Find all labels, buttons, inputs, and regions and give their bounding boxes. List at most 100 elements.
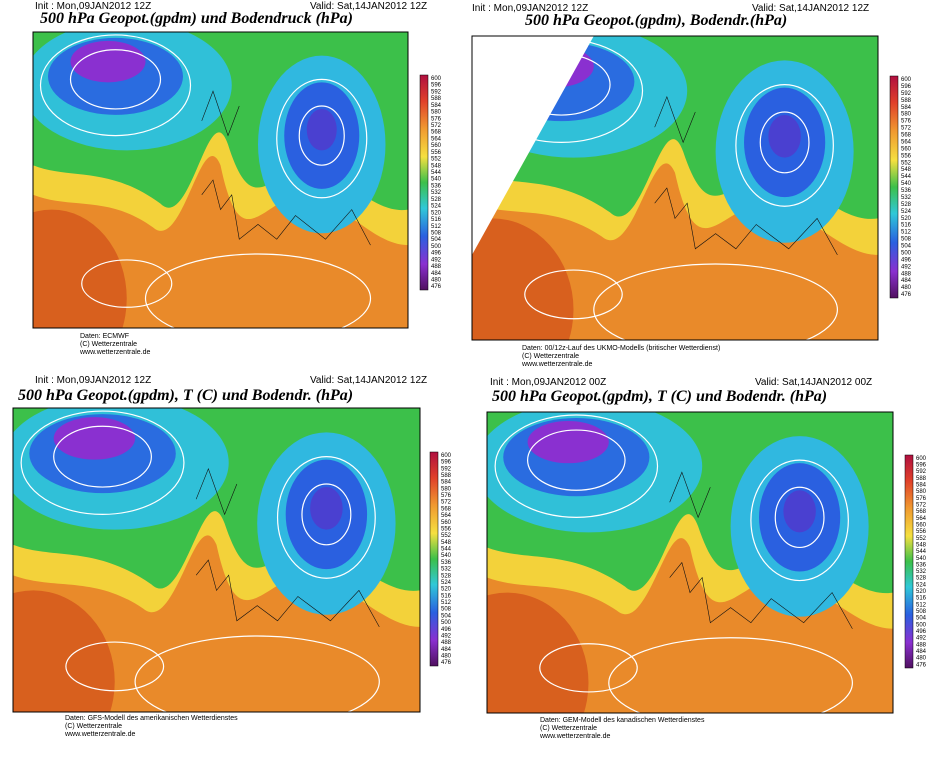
colorbar-label: 572 [901, 126, 912, 132]
isobar [278, 457, 376, 579]
isobar [775, 487, 824, 547]
colorbar-label: 516 [441, 593, 452, 599]
colorbar-label: 484 [441, 647, 452, 653]
map-area [472, 36, 878, 340]
colorbar-label: 524 [431, 204, 442, 210]
isobar [66, 642, 164, 691]
deep-low [306, 108, 337, 151]
map-title: 500 hPa Geopot.(gpdm), T (C) und Bodendr… [18, 387, 353, 404]
colorbar-label: 480 [916, 656, 927, 662]
colorbar-label: 512 [901, 230, 912, 236]
credit-line: Daten: 00/12z-Lauf des UKMO-Modells (bri… [522, 345, 720, 352]
colorbar-label: 596 [916, 463, 927, 469]
colorbar-label: 588 [441, 473, 452, 479]
colorbar-label: 488 [916, 642, 927, 648]
colorbar-label: 572 [916, 503, 927, 509]
colorbar-label: 592 [431, 89, 442, 95]
isobar [277, 79, 367, 197]
map-area [13, 408, 420, 712]
isobar [299, 106, 344, 165]
colorbar-label: 516 [901, 223, 912, 229]
colorbar-label: 592 [916, 469, 927, 475]
isobar [21, 411, 184, 514]
init-time: Init : Mon,09JAN2012 12Z [35, 375, 151, 386]
colorbar-label: 524 [916, 582, 927, 588]
map-title: 500 hPa Geopot.(gpdm), T (C) und Bodendr… [492, 388, 827, 405]
colorbar-label: 568 [916, 509, 927, 515]
colorbar-label: 540 [916, 556, 927, 562]
credit-line: Daten: GEM-Modell des kanadischen Wetter… [540, 717, 705, 724]
valid-time: Valid: Sat,14JAN2012 12Z [310, 1, 427, 12]
isobar [82, 260, 172, 307]
colorbar-label: 484 [431, 271, 442, 277]
colorbar-label: 548 [441, 540, 452, 546]
colorbar-label: 564 [441, 513, 452, 519]
coastline [670, 472, 853, 629]
colorbar-label: 496 [901, 257, 912, 263]
colorbar-label: 520 [441, 587, 452, 593]
hot-region [33, 209, 127, 328]
hot-region [487, 592, 589, 713]
colorbar-label: 480 [431, 278, 442, 284]
colorbar-label: 508 [441, 607, 452, 613]
colorbar-label: 588 [916, 476, 927, 482]
map-panel: Init : Mon,09JAN2012 00Z Valid: Sat,14JAN… [486, 377, 927, 740]
isobar [528, 430, 625, 490]
colorbar-label: 556 [916, 529, 927, 535]
colorbar-label: 536 [916, 562, 927, 568]
colorbar-label: 580 [901, 112, 912, 118]
colorbar-label: 556 [431, 150, 442, 156]
colorbar-label: 560 [901, 146, 912, 152]
isobar [41, 35, 191, 136]
isobar [751, 460, 848, 580]
valid-time: Valid: Sat,14JAN2012 00Z [755, 377, 872, 388]
colorbar-label: 576 [901, 119, 912, 125]
colorbar-label: 544 [441, 547, 452, 553]
colorbar-label: 532 [431, 190, 442, 196]
colorbar-label: 528 [441, 573, 452, 579]
map-frame [32, 31, 409, 329]
colorbar-label: 592 [901, 91, 912, 97]
colorbar-label: 532 [901, 195, 912, 201]
credit-line: Daten: ECMWF [80, 333, 129, 340]
isobar [540, 644, 637, 692]
colorbar-label: 552 [441, 533, 452, 539]
isobar [525, 270, 622, 319]
colorbar-label: 540 [441, 553, 452, 559]
hot-region [13, 590, 115, 712]
colorbar-label: 560 [916, 522, 927, 528]
colorbar-label: 504 [431, 237, 442, 243]
colorbar-label: 540 [901, 181, 912, 187]
colorbar-label: 488 [431, 264, 442, 270]
map-frame [12, 407, 421, 713]
colorbar-label: 552 [901, 160, 912, 166]
colorbar-label: 548 [431, 163, 442, 169]
purple-low [527, 421, 609, 464]
credit-line: (C) Wetterzentrale [80, 341, 137, 348]
colorbar-label: 492 [431, 257, 442, 263]
colorbar-label: 520 [431, 210, 442, 216]
map-area [487, 412, 893, 713]
colorbar-label: 564 [901, 139, 912, 145]
colorbar-label: 548 [916, 542, 927, 548]
map-frame [471, 35, 879, 341]
purple-low [70, 40, 146, 83]
isobar [302, 484, 351, 545]
init-time: Init : Mon,09JAN2012 12Z [35, 1, 151, 12]
colorbar-label: 504 [916, 616, 927, 622]
map-panel: Init : Mon,09JAN2012 12Z Valid: Sat,14JAN… [32, 1, 442, 356]
colorbar-label: 500 [901, 250, 912, 256]
colorbar-label: 496 [431, 251, 442, 257]
colorbar-label: 528 [901, 202, 912, 208]
colorbar-label: 500 [431, 244, 442, 250]
colorbar-label: 584 [916, 483, 927, 489]
colorbar-label: 516 [916, 596, 927, 602]
credit-line: (C) Wetterzentrale [522, 353, 579, 360]
map-shapes [472, 36, 878, 340]
init-time: Init : Mon,09JAN2012 00Z [490, 377, 606, 388]
credit-line: (C) Wetterzentrale [540, 725, 597, 732]
coastline [202, 91, 371, 245]
colorbar-label: 484 [901, 278, 912, 284]
colorbar [889, 75, 899, 299]
colorbar-label: 556 [441, 526, 452, 532]
